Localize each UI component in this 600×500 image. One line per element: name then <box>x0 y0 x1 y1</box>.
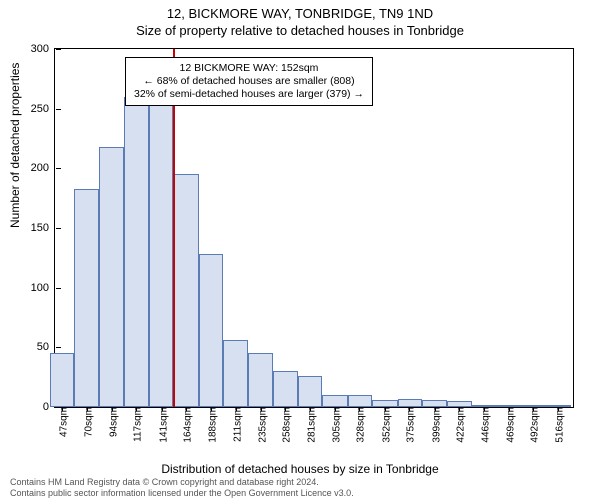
x-axis-label: Distribution of detached houses by size … <box>0 462 600 476</box>
y-tick-label: 50 <box>37 341 55 353</box>
page-root: 12, BICKMORE WAY, TONBRIDGE, TN9 1ND Siz… <box>0 0 600 500</box>
y-tick-label: 100 <box>31 282 55 294</box>
y-tick-label: 150 <box>31 222 55 234</box>
histogram-bar <box>273 371 298 407</box>
annotation-box: 12 BICKMORE WAY: 152sqm ← 68% of detache… <box>125 57 373 106</box>
histogram-chart: 05010015020025030047sqm70sqm94sqm117sqm1… <box>54 48 574 408</box>
histogram-bar <box>99 147 123 407</box>
x-tick-label: 211sqm <box>228 407 243 442</box>
histogram-bar <box>372 400 397 407</box>
x-tick-label: 375sqm <box>402 407 417 443</box>
x-tick-label: 399sqm <box>427 407 442 443</box>
histogram-bar <box>50 353 74 407</box>
x-tick-label: 516sqm <box>551 407 566 443</box>
histogram-bar <box>199 254 223 407</box>
annotation-line1: 12 BICKMORE WAY: 152sqm <box>134 62 364 75</box>
annotation-line3: 32% of semi-detached houses are larger (… <box>134 88 364 101</box>
x-tick-label: 446sqm <box>477 407 492 443</box>
x-tick-label: 47sqm <box>55 407 70 437</box>
histogram-bar <box>248 353 272 407</box>
x-tick-label: 117sqm <box>129 407 144 442</box>
histogram-bar <box>322 395 347 407</box>
histogram-bar <box>173 174 198 407</box>
histogram-bar <box>298 376 322 407</box>
x-tick-label: 235sqm <box>254 407 269 443</box>
annotation-line2: ← 68% of detached houses are smaller (80… <box>134 75 364 88</box>
x-tick-label: 281sqm <box>302 407 317 443</box>
histogram-bar <box>223 340 248 407</box>
y-tick-label: 300 <box>31 43 55 55</box>
histogram-bar <box>124 97 149 407</box>
x-tick-label: 305sqm <box>328 407 343 443</box>
histogram-bar <box>149 97 173 407</box>
x-tick-label: 70sqm <box>79 407 94 437</box>
title-sub: Size of property relative to detached ho… <box>0 21 600 38</box>
histogram-bar <box>74 189 99 407</box>
histogram-bar <box>398 399 422 407</box>
x-tick-label: 164sqm <box>179 407 194 443</box>
x-tick-label: 352sqm <box>377 407 392 443</box>
y-tick-label: 250 <box>31 103 55 115</box>
x-tick-label: 469sqm <box>501 407 516 443</box>
y-tick-label: 0 <box>43 401 55 413</box>
title-main: 12, BICKMORE WAY, TONBRIDGE, TN9 1ND <box>0 0 600 21</box>
x-tick-label: 94sqm <box>105 407 120 437</box>
x-tick-label: 188sqm <box>204 407 219 443</box>
x-tick-label: 492sqm <box>525 407 540 443</box>
footer-line2: Contains public sector information licen… <box>10 488 590 498</box>
x-tick-label: 141sqm <box>154 407 169 443</box>
footer-attribution: Contains HM Land Registry data © Crown c… <box>10 477 590 498</box>
histogram-bar <box>348 395 372 407</box>
y-axis-label: Number of detached properties <box>8 63 22 228</box>
x-tick-label: 328sqm <box>352 407 367 443</box>
y-tick-label: 200 <box>31 162 55 174</box>
histogram-bar <box>422 400 447 407</box>
x-tick-label: 422sqm <box>451 407 466 443</box>
footer-line1: Contains HM Land Registry data © Crown c… <box>10 477 590 487</box>
x-tick-label: 258sqm <box>278 407 293 443</box>
